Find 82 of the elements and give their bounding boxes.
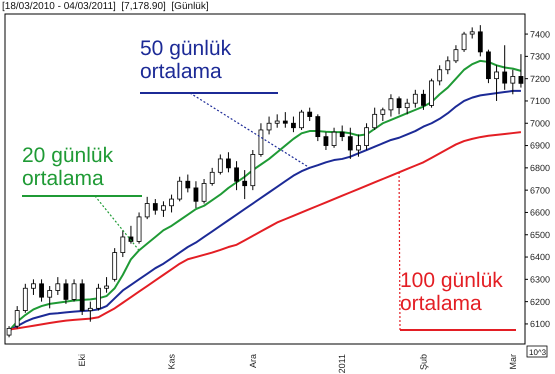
candlestick: [266, 116, 272, 135]
candlestick: [412, 89, 418, 108]
candlestick: [161, 200, 166, 218]
candlestick: [47, 286, 52, 309]
candlestick: [380, 107, 386, 122]
candlestick: [510, 69, 516, 95]
y-tick-label: 6400: [530, 252, 550, 262]
candlestick: [274, 114, 280, 128]
x-tick-label: Ara: [248, 354, 258, 368]
y-tick-label: 7200: [530, 74, 550, 84]
candlestick: [22, 283, 28, 314]
x-tick-label: Eki: [77, 354, 88, 367]
candlestick: [128, 225, 134, 244]
y-tick-label: 6200: [530, 296, 550, 307]
candlestick: [502, 44, 508, 90]
x-tick-label: Şub: [418, 354, 428, 370]
y-tick-label: 7000: [530, 118, 550, 128]
y-tick-label: 6700: [530, 185, 550, 196]
candlestick: [494, 64, 499, 102]
y-tick-label: 6800: [530, 163, 550, 174]
candlestick: [421, 89, 426, 110]
candlestick: [234, 160, 239, 191]
candlestick: [445, 56, 450, 75]
candlestick: [202, 178, 206, 204]
x-tick-label: Kas: [166, 354, 177, 370]
candlestick: [299, 109, 304, 130]
text: 50 günlük ortalama: [140, 37, 232, 83]
x-tick-label: Mar: [508, 354, 518, 370]
candlestick: [14, 306, 20, 329]
y-tick-label: 7400: [530, 29, 550, 40]
candlestick: [478, 24, 483, 57]
candlestick: [470, 26, 475, 40]
candlestick: [185, 174, 190, 193]
candlestick: [169, 194, 174, 213]
candlestick: [454, 44, 458, 64]
candlestick: [31, 278, 36, 296]
y-tick-label: 6600: [530, 208, 550, 218]
y-tick-label: 7300: [530, 52, 550, 62]
candlestick: [242, 170, 248, 200]
chart-title: [18/03/2010 - 04/03/2011] [7,178.90] [Günlük]: [2, 0, 209, 13]
candlestick: [226, 152, 231, 173]
candlestick: [291, 116, 296, 133]
candlestick: [55, 276, 60, 296]
candlestick: [364, 122, 369, 151]
candlestick: [388, 94, 394, 118]
text: 100 günlük ortalama: [400, 269, 504, 315]
y-tick-label: 7100: [530, 96, 550, 106]
candlestick: [6, 326, 12, 338]
y-tick-label: 6300: [530, 274, 550, 285]
y-tick-label: 6900: [530, 140, 550, 151]
candlestick: [104, 276, 109, 294]
candlestick: [462, 31, 466, 52]
candlestick: [96, 283, 101, 312]
y-tick-label: 6100: [530, 319, 550, 330]
candlestick: [282, 112, 288, 128]
candlestick: [348, 127, 353, 160]
candlestick: [324, 132, 328, 151]
candlestick: [404, 98, 410, 115]
candlestick: [88, 301, 93, 322]
x-tick-label: 2011: [337, 354, 348, 374]
y-tick-label: 6500: [530, 230, 550, 240]
text: 10^3: [529, 348, 547, 357]
candlestick: [356, 134, 361, 158]
candlestick: [218, 154, 223, 176]
candlestick: [152, 198, 158, 216]
candlestick: [396, 96, 402, 115]
candlestick: [315, 114, 320, 142]
candlestick: [120, 230, 126, 258]
candlestick: [144, 196, 150, 220]
candlestick: [64, 278, 68, 304]
candlestick: [39, 278, 44, 302]
candlestick: [72, 278, 76, 302]
candlestick: [372, 107, 378, 130]
candlestick: [307, 107, 312, 122]
candlestick: [194, 180, 198, 208]
candlestick: [437, 64, 442, 86]
candlestick: [210, 167, 215, 186]
candlestick: [518, 54, 524, 88]
candlestick: [340, 124, 345, 142]
candlestick: [177, 176, 182, 202]
candlestick: [332, 127, 336, 148]
text: 20 günlük ortalama: [22, 144, 114, 190]
